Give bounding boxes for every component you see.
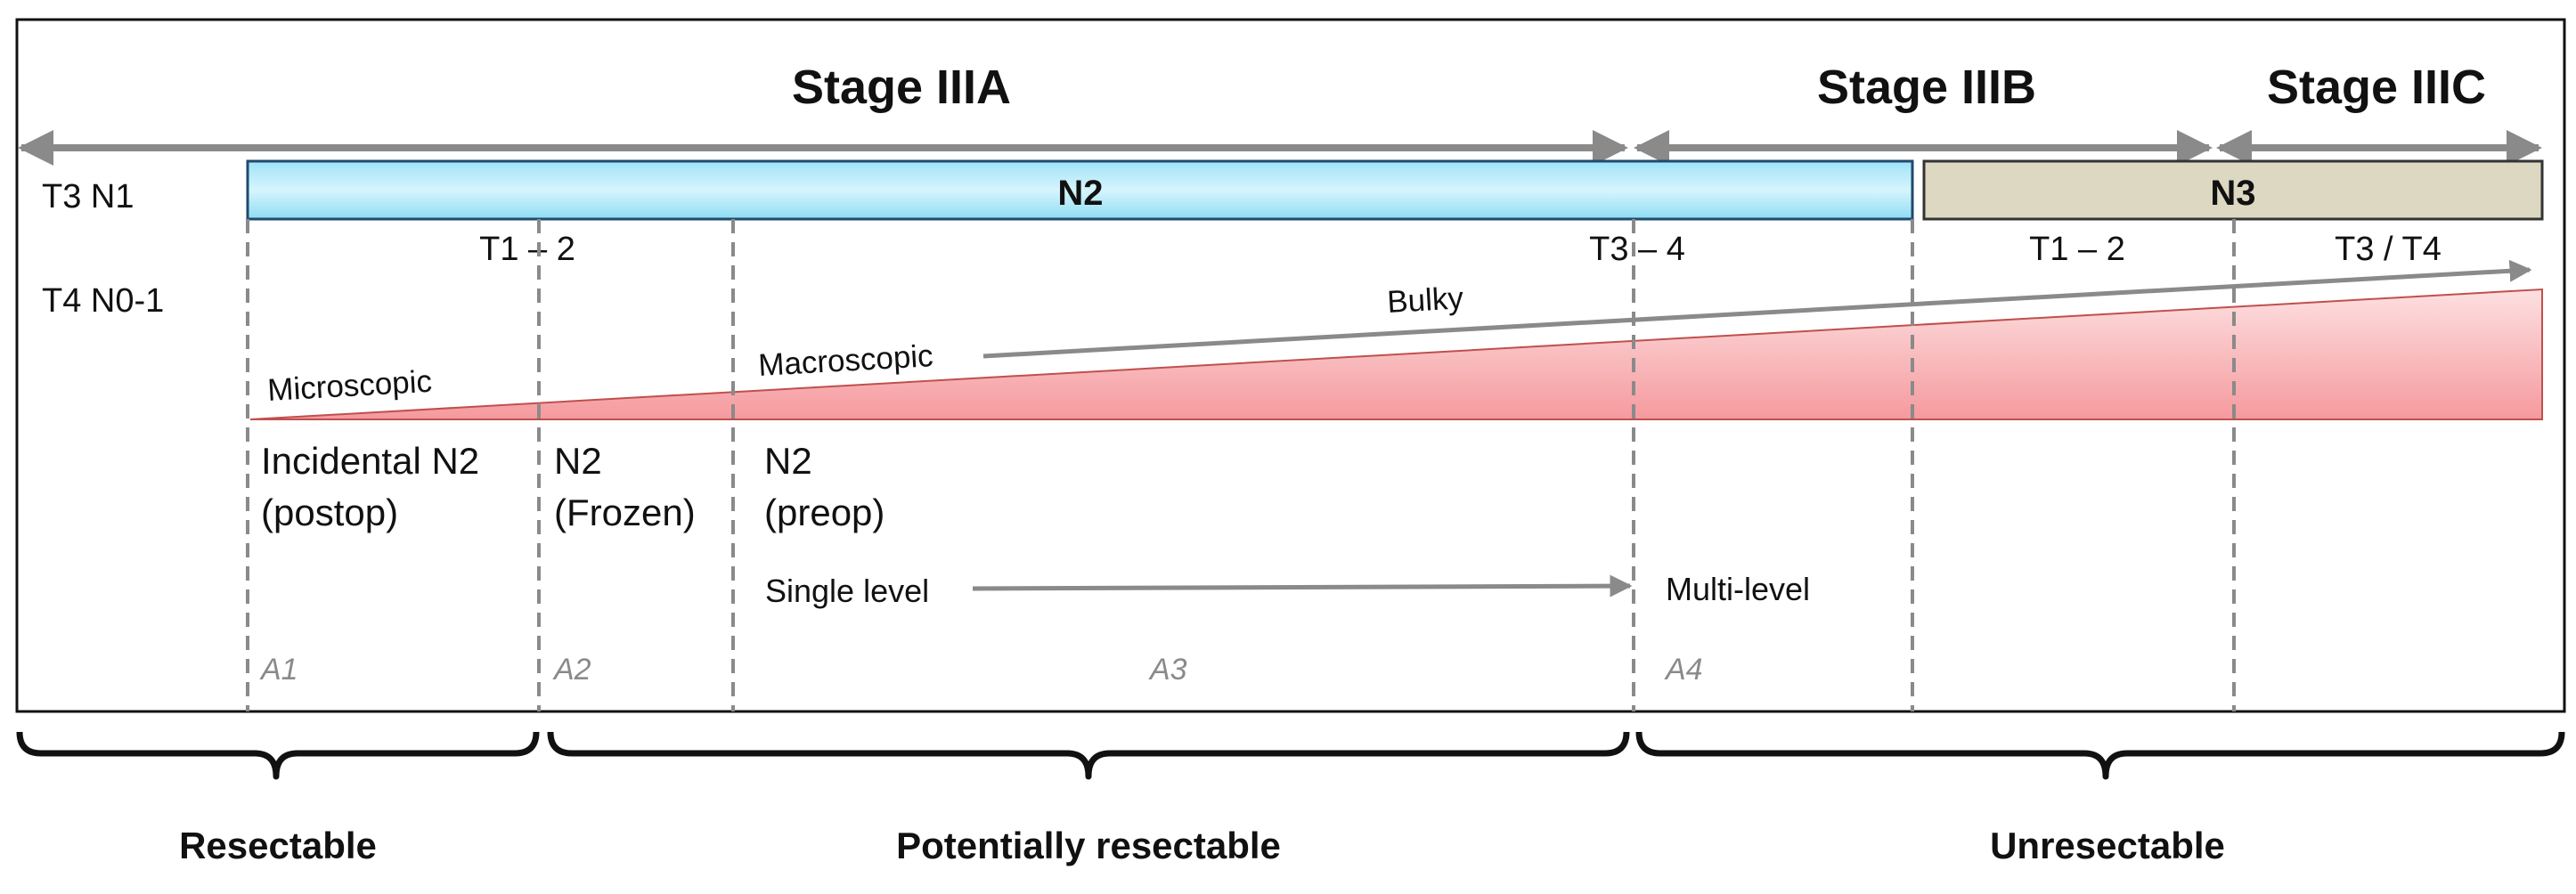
stage-iiib-label: Stage IIIB (1817, 61, 2036, 114)
tumor-burden-wedge (249, 288, 2543, 420)
multi-level-label: Multi-level (1666, 571, 1810, 607)
level-arrow (972, 574, 1633, 597)
frozen-n2-label: N2 (554, 440, 602, 482)
t34-label: T3 – 4 (1589, 231, 1685, 268)
a3-label: A3 (1148, 653, 1187, 687)
n2-bar (246, 159, 1914, 221)
potentially-resectable-label: Potentially resectable (896, 825, 1281, 866)
potentially-resectable-brace (547, 731, 1630, 780)
unresectable-label: Unresectable (1990, 825, 2225, 866)
stage-iiia-label: Stage IIIA (792, 61, 1011, 114)
bulky-label: Bulky (1386, 280, 1464, 320)
a4-label: A4 (1664, 653, 1703, 687)
preop-label: (preop) (764, 492, 884, 533)
n2-bar-label: N2 (1057, 174, 1103, 213)
frozen-label: (Frozen) (554, 492, 696, 533)
resectable-label: Resectable (179, 825, 377, 866)
burden-arrow (982, 259, 2532, 359)
incidental-postop-label: (postop) (261, 492, 398, 533)
dividers (246, 219, 2236, 711)
single-level-label: Single level (765, 573, 929, 609)
resectable-brace (16, 731, 540, 780)
incidental-n2-label: Incidental N2 (261, 440, 479, 482)
a1-label: A1 (259, 653, 298, 687)
diagram-frame (15, 18, 2566, 713)
t12-right-label: T1 – 2 (2029, 231, 2125, 268)
stage-iiic-label: Stage IIIC (2267, 61, 2486, 114)
a2-label: A2 (552, 653, 591, 687)
t3t4-label: T3 / T4 (2335, 231, 2441, 268)
microscopic-label: Microscopic (266, 364, 433, 408)
t3n1-label: T3 N1 (42, 178, 134, 215)
unresectable-brace (1635, 731, 2565, 780)
t12-left-label: T1 – 2 (479, 231, 575, 268)
n3-bar-label: N3 (2210, 174, 2255, 213)
t4n01-label: T4 N0-1 (42, 282, 164, 320)
preop-n2-label: N2 (764, 440, 812, 482)
braces (16, 731, 2565, 780)
macroscopic-label: Macroscopic (757, 338, 933, 383)
